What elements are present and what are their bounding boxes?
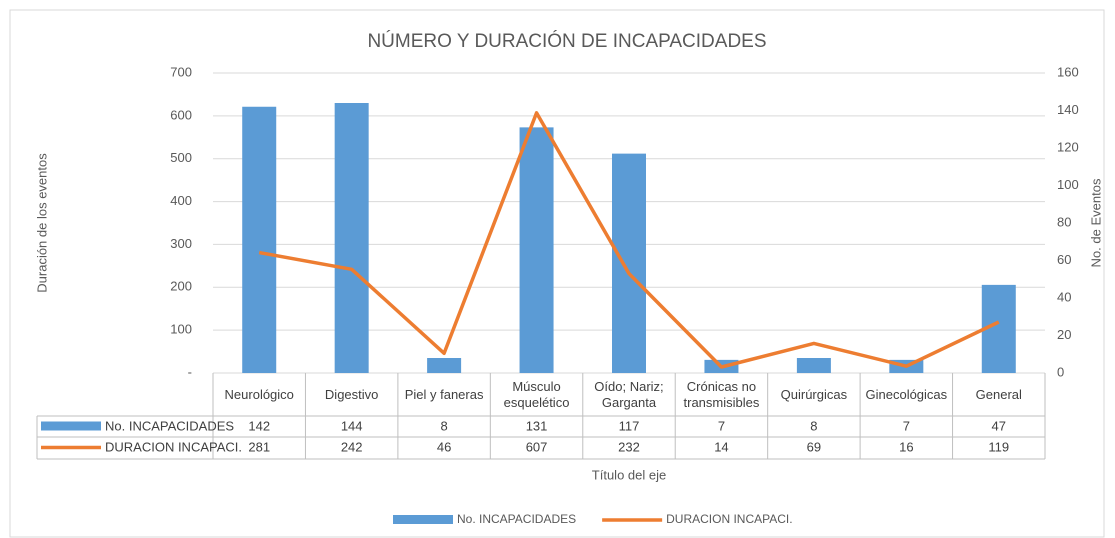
y2-axis-title: No. de Eventos: [1088, 178, 1103, 267]
x-tick-label-box: Oído; Nariz; Garganta: [594, 378, 664, 410]
table-value: 14: [714, 439, 728, 454]
table-value: 7: [903, 418, 910, 433]
table-value: 47: [992, 418, 1006, 433]
x-tick-label-box: Piel y faneras: [404, 386, 484, 402]
table-value: 8: [440, 418, 447, 433]
legend-swatch: [41, 421, 101, 431]
y-tick-label: 200: [170, 279, 192, 294]
x-tick-label: General: [975, 386, 1022, 402]
bar: [612, 153, 646, 373]
x-tick-label: Oído; Nariz; Garganta: [594, 378, 664, 410]
y-tick-label: 300: [170, 236, 192, 251]
y-tick-label: 700: [170, 64, 192, 79]
table-value: 7: [718, 418, 725, 433]
x-tick-label: Crónicas no transmisibles: [683, 378, 760, 410]
table-series-name: No. INCAPACIDADES: [105, 418, 234, 433]
x-tick-label: Digestivo: [324, 386, 379, 402]
table-value: 281: [248, 439, 270, 454]
y2-tick-label: 0: [1057, 364, 1064, 379]
x-tick-label-box: Crónicas no transmisibles: [683, 378, 760, 410]
table-value: 117: [619, 418, 640, 433]
x-tick-label-box: Quirúrgicas: [780, 386, 848, 402]
legend-label: No. INCAPACIDADES: [457, 512, 576, 526]
table-value: 46: [437, 439, 451, 454]
x-tick-label-box: Ginecológicas: [865, 386, 948, 402]
x-tick-label: Quirúrgicas: [780, 386, 848, 402]
y2-tick-label: 160: [1057, 64, 1079, 79]
table-value: 131: [526, 418, 548, 433]
table-value: 142: [248, 418, 270, 433]
bar: [427, 358, 462, 373]
x-tick-label: Ginecológicas: [865, 386, 948, 402]
x-tick-label: Piel y faneras: [404, 386, 484, 402]
x-tick-label: Músculo esquelético: [503, 378, 570, 410]
table-value: 16: [899, 439, 913, 454]
y-axis-title: Duración de los eventos: [34, 153, 49, 293]
chart-border: [9, 9, 1105, 538]
bar: [796, 358, 831, 373]
y-tick-label: 600: [170, 107, 192, 122]
x-tick-label-box: Neurológico: [224, 386, 294, 402]
x-tick-label-box: General: [975, 386, 1022, 402]
bar: [334, 103, 369, 373]
y2-tick-label: 80: [1057, 214, 1071, 229]
table-series-name: DURACION INCAPACI.: [105, 439, 242, 454]
table-value: 144: [341, 418, 363, 433]
bar: [242, 106, 277, 373]
chart-title: NÚMERO Y DURACIÓN DE INCAPACIDADES: [367, 30, 766, 52]
legend-label: DURACION INCAPACI.: [666, 512, 792, 526]
y2-tick-label: 100: [1057, 177, 1079, 192]
table-value: 119: [988, 439, 1009, 454]
x-tick-label: Neurológico: [224, 386, 294, 402]
table-value: 8: [810, 418, 817, 433]
table-value: 232: [618, 439, 640, 454]
y2-tick-label: 120: [1057, 139, 1079, 154]
y-tick-label: 500: [170, 150, 192, 165]
bar: [519, 127, 554, 373]
y-tick-label: 100: [170, 322, 192, 337]
y-tick-label: -: [188, 364, 192, 379]
y2-tick-label: 20: [1057, 327, 1071, 342]
x-axis-title: Título del eje: [592, 467, 666, 482]
y2-tick-label: 60: [1057, 252, 1071, 267]
x-tick-label-box: Digestivo: [324, 386, 379, 402]
table-value: 69: [807, 439, 821, 454]
y2-tick-label: 40: [1057, 289, 1071, 304]
line: [258, 111, 1000, 369]
x-tick-label-box: Músculo esquelético: [503, 378, 570, 410]
legend-swatch: [393, 515, 453, 524]
y2-tick-label: 140: [1057, 102, 1079, 117]
table-value: 607: [526, 439, 548, 454]
y-tick-label: 400: [170, 193, 192, 208]
table-value: 242: [341, 439, 363, 454]
